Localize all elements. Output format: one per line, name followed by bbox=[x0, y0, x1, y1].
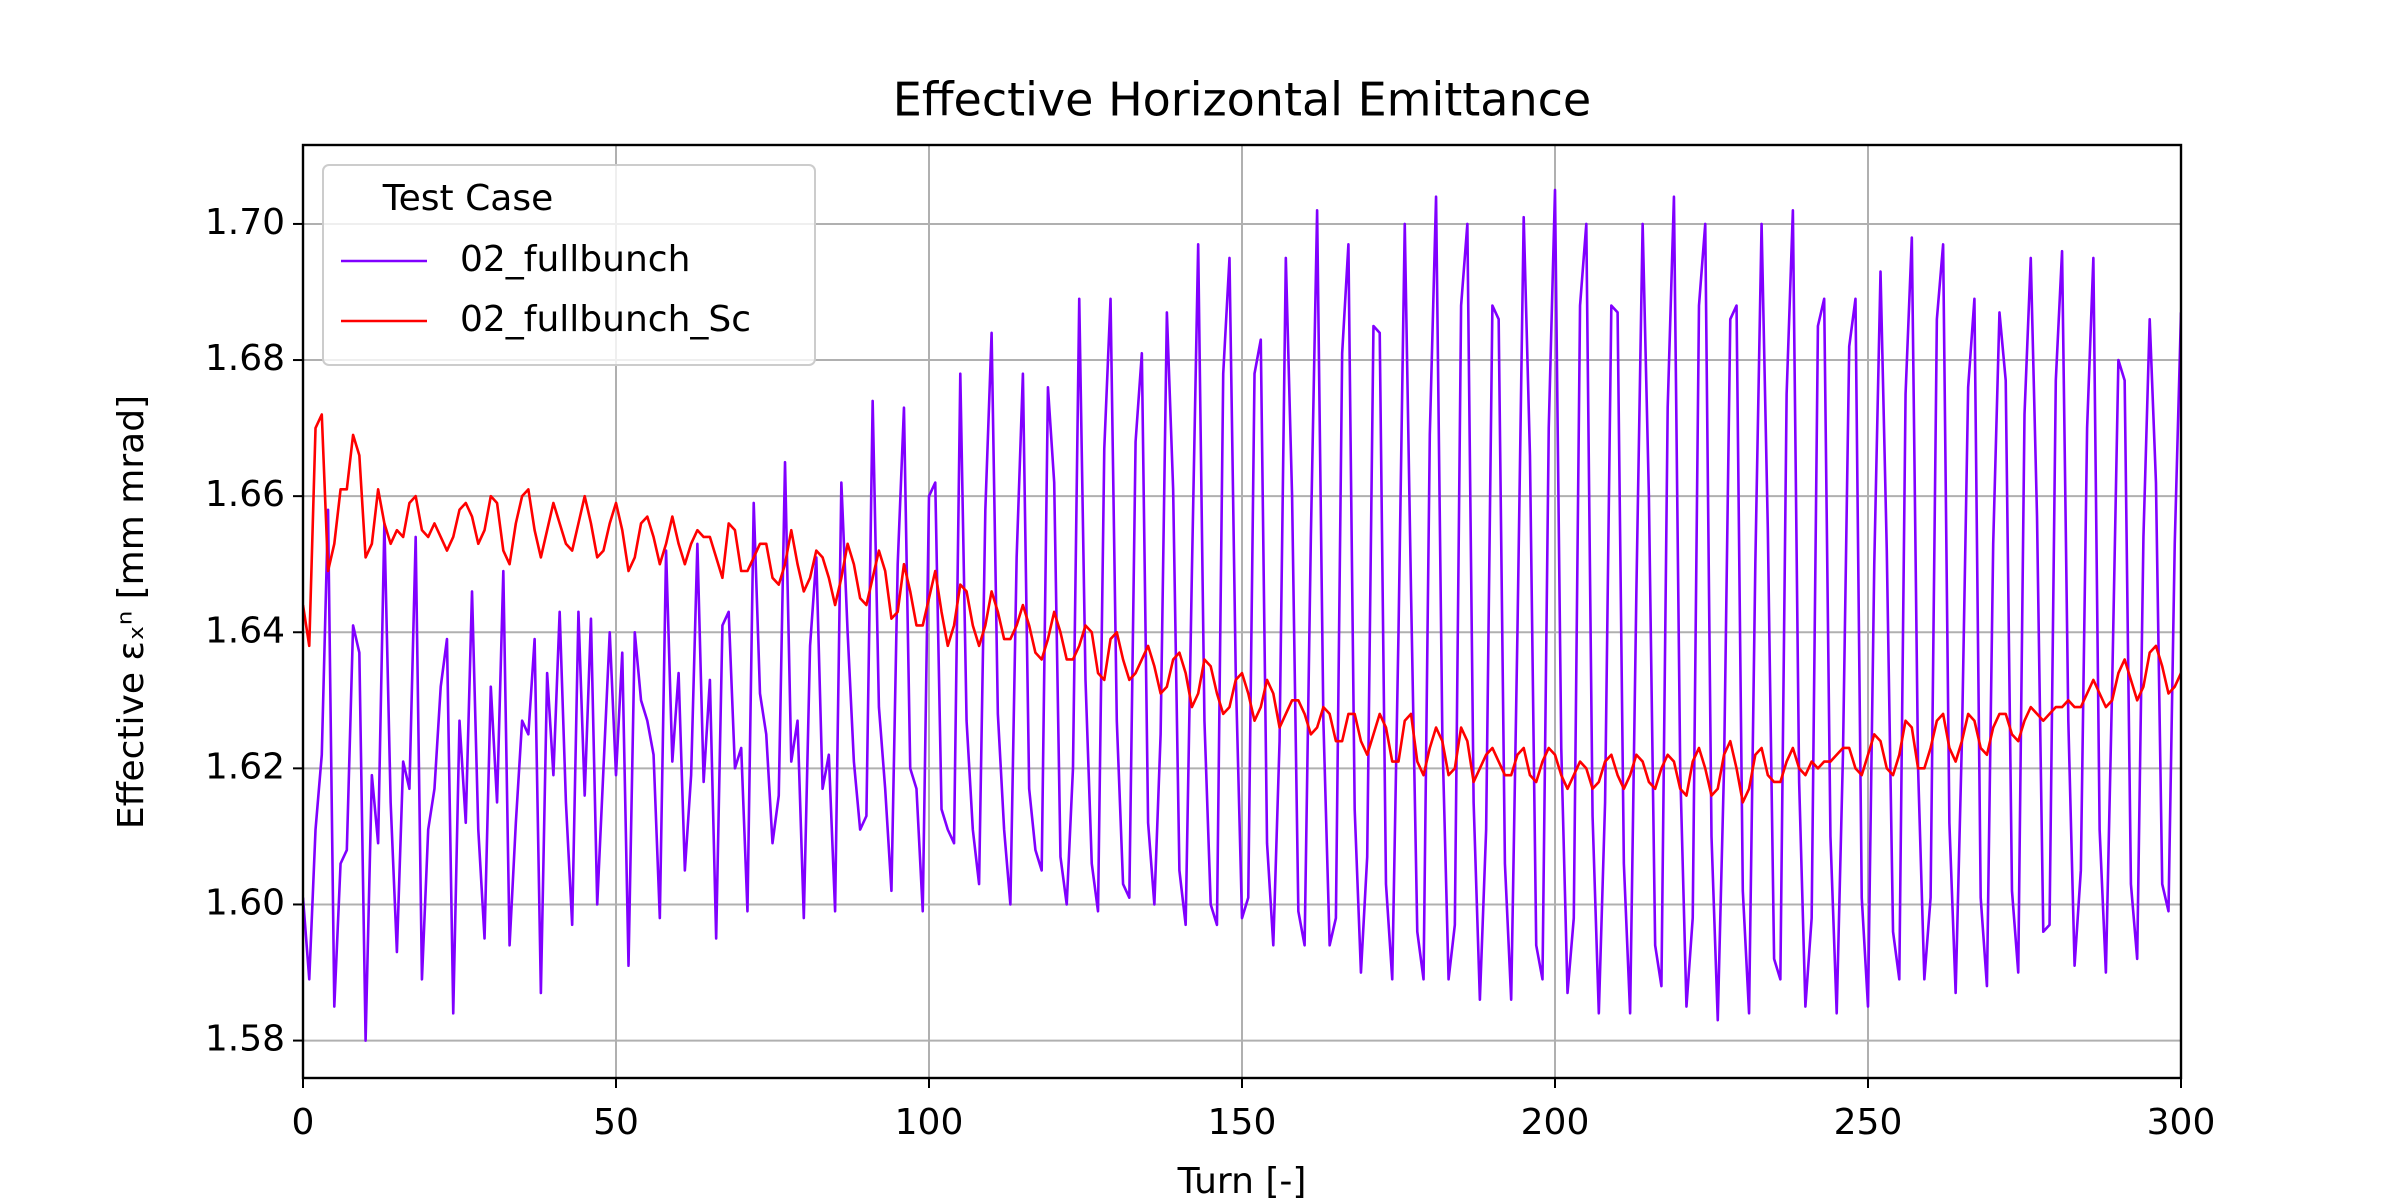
legend-label: 02_fullbunch_Sc bbox=[460, 299, 751, 340]
y-tick-label: 1.62 bbox=[205, 746, 285, 787]
x-tick-label: 150 bbox=[1208, 1102, 1277, 1143]
x-tick-label: 200 bbox=[1521, 1102, 1590, 1143]
x-tick-label: 100 bbox=[895, 1102, 964, 1143]
x-tick-label: 0 bbox=[292, 1102, 315, 1143]
series-line bbox=[303, 188, 2181, 1042]
x-axis-label: Turn [-] bbox=[1177, 1161, 1307, 1200]
y-tick-label: 1.70 bbox=[205, 202, 285, 243]
x-tick-label: 300 bbox=[2147, 1102, 2216, 1143]
y-tick-label: 1.58 bbox=[205, 1019, 285, 1060]
x-tick-label: 250 bbox=[1834, 1102, 1903, 1143]
chart-title: Effective Horizontal Emittance bbox=[893, 73, 1591, 127]
legend-title: Test Case bbox=[382, 178, 553, 219]
series-line bbox=[303, 413, 2181, 804]
y-tick-label: 1.66 bbox=[205, 474, 285, 515]
y-tick-label: 1.60 bbox=[205, 882, 285, 923]
y-tick-label: 1.68 bbox=[205, 338, 285, 379]
legend-box bbox=[322, 164, 816, 366]
y-axis-label: Effective εₓⁿ [mm mrad] bbox=[111, 395, 152, 829]
legend-label: 02_fullbunch bbox=[460, 239, 690, 280]
x-tick-label: 50 bbox=[593, 1102, 639, 1143]
plot-frame bbox=[301, 143, 2183, 1080]
y-tick-label: 1.64 bbox=[205, 610, 285, 651]
